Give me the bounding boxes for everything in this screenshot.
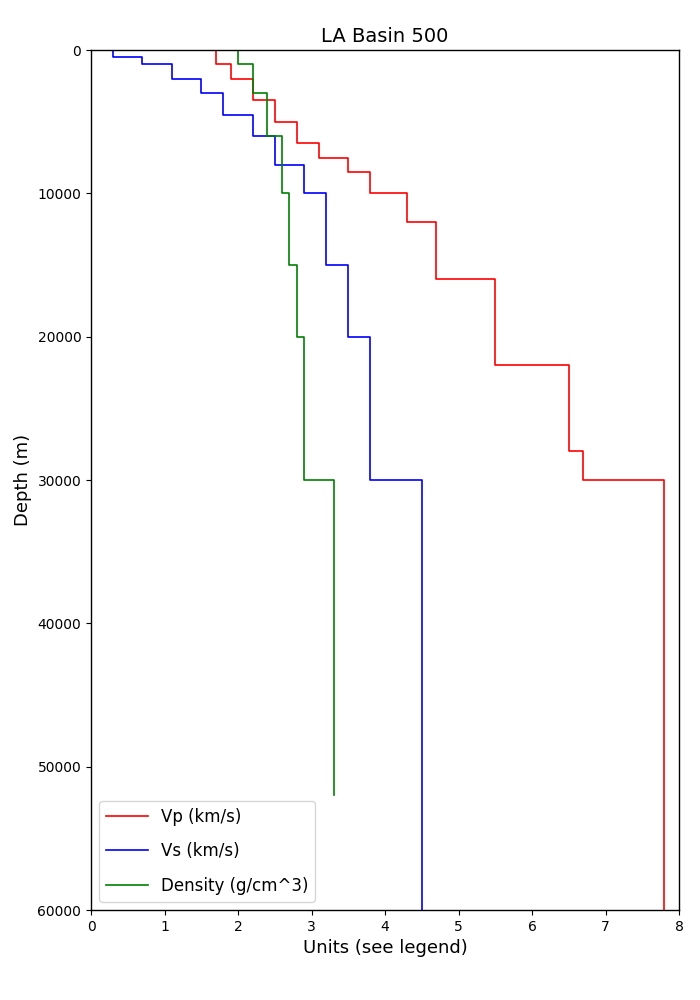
- Density (g/cm^3): [300, 474, 308, 486]
- Vp (km/s): [315, 151, 323, 163]
- Vs (km/s): [219, 108, 228, 120]
- Vp (km/s): [660, 904, 668, 916]
- Vs (km/s): [366, 331, 375, 343]
- Vs (km/s): [138, 51, 147, 63]
- Vp (km/s): [248, 94, 257, 106]
- Vs (km/s): [248, 130, 257, 142]
- Vp (km/s): [564, 445, 573, 457]
- Vp (km/s): [403, 187, 412, 199]
- Vp (km/s): [491, 359, 500, 371]
- Vs (km/s): [270, 159, 279, 171]
- Density (g/cm^3): [329, 474, 337, 486]
- Vp (km/s): [491, 273, 500, 285]
- Density (g/cm^3): [248, 58, 257, 70]
- Vp (km/s): [432, 216, 441, 228]
- Density (g/cm^3): [300, 331, 308, 343]
- Vp (km/s): [293, 116, 301, 128]
- Title: LA Basin 500: LA Basin 500: [321, 27, 449, 46]
- Vp (km/s): [227, 58, 235, 70]
- Vp (km/s): [580, 474, 588, 486]
- Density (g/cm^3): [234, 44, 242, 56]
- Vs (km/s): [417, 904, 426, 916]
- Vs (km/s): [322, 187, 330, 199]
- Density (g/cm^3): [293, 331, 301, 343]
- Vs (km/s): [344, 259, 352, 271]
- Density (g/cm^3): [248, 87, 257, 99]
- Density (g/cm^3): [286, 259, 294, 271]
- Vp (km/s): [403, 216, 412, 228]
- Line: Vp (km/s): Vp (km/s): [216, 50, 664, 910]
- Density (g/cm^3): [263, 130, 272, 142]
- Vs (km/s): [366, 474, 375, 486]
- X-axis label: Units (see legend): Units (see legend): [302, 939, 468, 957]
- Vp (km/s): [344, 151, 352, 163]
- Vs (km/s): [109, 44, 118, 56]
- Vs (km/s): [322, 259, 330, 271]
- Line: Vs (km/s): Vs (km/s): [113, 50, 421, 910]
- Vs (km/s): [168, 58, 176, 70]
- Vp (km/s): [211, 44, 220, 56]
- Vs (km/s): [344, 331, 352, 343]
- Legend: Vp (km/s), Vs (km/s), Density (g/cm^3): Vp (km/s), Vs (km/s), Density (g/cm^3): [99, 801, 315, 902]
- Vp (km/s): [580, 445, 588, 457]
- Vp (km/s): [248, 73, 257, 85]
- Density (g/cm^3): [263, 87, 272, 99]
- Vp (km/s): [564, 359, 573, 371]
- Vp (km/s): [344, 166, 352, 178]
- Vs (km/s): [300, 187, 308, 199]
- Vp (km/s): [227, 73, 235, 85]
- Density (g/cm^3): [278, 187, 286, 199]
- Vs (km/s): [168, 73, 176, 85]
- Vs (km/s): [219, 87, 228, 99]
- Vp (km/s): [660, 474, 668, 486]
- Vs (km/s): [109, 51, 118, 63]
- Density (g/cm^3): [278, 130, 286, 142]
- Vp (km/s): [432, 273, 441, 285]
- Vp (km/s): [270, 94, 279, 106]
- Vs (km/s): [300, 159, 308, 171]
- Vs (km/s): [197, 73, 206, 85]
- Density (g/cm^3): [293, 259, 301, 271]
- Vs (km/s): [197, 87, 206, 99]
- Y-axis label: Depth (m): Depth (m): [14, 434, 32, 526]
- Vp (km/s): [366, 166, 375, 178]
- Vp (km/s): [211, 58, 220, 70]
- Line: Density (g/cm^3): Density (g/cm^3): [238, 50, 333, 795]
- Vs (km/s): [270, 130, 279, 142]
- Vp (km/s): [366, 187, 375, 199]
- Density (g/cm^3): [234, 58, 242, 70]
- Vs (km/s): [417, 474, 426, 486]
- Density (g/cm^3): [329, 789, 337, 801]
- Vs (km/s): [138, 58, 147, 70]
- Density (g/cm^3): [286, 187, 294, 199]
- Vp (km/s): [270, 116, 279, 128]
- Vp (km/s): [315, 137, 323, 149]
- Vp (km/s): [293, 137, 301, 149]
- Vs (km/s): [248, 108, 257, 120]
